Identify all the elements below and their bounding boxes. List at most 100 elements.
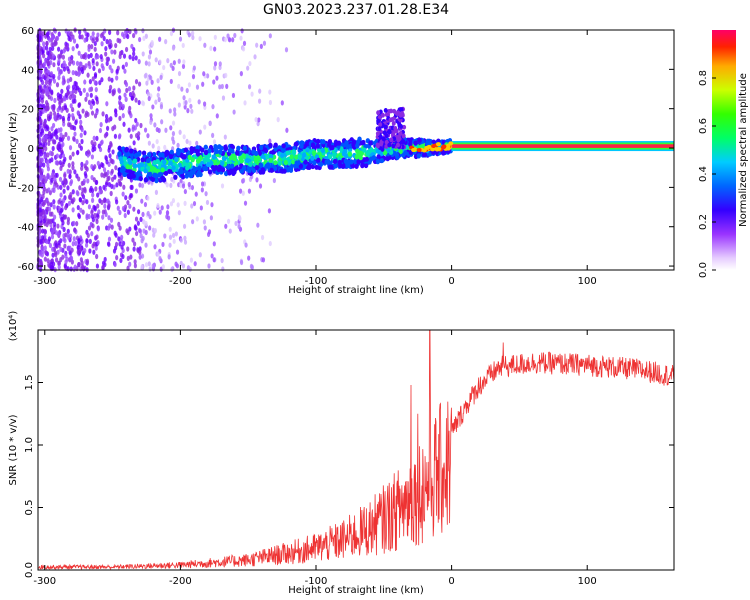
- spectrogram-cell: [144, 33, 148, 39]
- spectrogram-cell: [246, 65, 250, 71]
- spectrogram-cell: [38, 167, 42, 174]
- spectrogram-ridge-cell: [416, 147, 422, 152]
- spectrogram-ridge-cell: [281, 143, 286, 149]
- spectrogram-cell: [83, 79, 87, 85]
- spectrogram-cell: [47, 140, 51, 147]
- spectrogram-cell: [134, 216, 139, 222]
- spectrogram-cell: [56, 231, 61, 237]
- spectrogram-y-tick-label: 40: [21, 65, 34, 76]
- spectrogram-cell: [39, 76, 43, 83]
- spectrogram-cell: [47, 206, 52, 212]
- spectrogram-cell: [69, 255, 74, 261]
- spectrogram-cell: [48, 150, 53, 156]
- spectrogram-cell: [93, 164, 97, 170]
- spectrogram-ridge-cell: [196, 170, 202, 176]
- spectrogram-cell: [95, 61, 99, 67]
- spectrogram-cell: [255, 177, 259, 183]
- spectrogram-cell: [203, 101, 207, 107]
- spectrogram-cell: [150, 41, 154, 47]
- spectrogram-cell: [128, 226, 132, 232]
- spectrogram-cell: [189, 257, 194, 263]
- spectrogram-cell: [239, 35, 243, 41]
- spectrogram-cell: [46, 172, 50, 178]
- spectrogram-cell: [205, 73, 210, 79]
- spectrogram-cell: [189, 103, 193, 109]
- spectrogram-cell: [51, 252, 55, 258]
- spectrogram-cell: [164, 39, 168, 45]
- spectrogram-cell: [61, 105, 65, 111]
- spectrogram-cell: [212, 257, 216, 263]
- spectrogram-cell: [171, 232, 176, 239]
- spectrogram-cell: [104, 155, 108, 161]
- spectrogram-cell: [51, 139, 56, 145]
- spectrogram-ridge-cell: [349, 159, 354, 165]
- spectrogram-cell: [126, 246, 130, 252]
- spectrogram-cell: [110, 158, 114, 165]
- spectrogram-ridge-cell: [229, 163, 235, 169]
- spectrogram-cell: [43, 245, 47, 251]
- spectrogram-cell: [124, 195, 128, 201]
- spectrogram-ridge-cell: [375, 131, 380, 137]
- spectrogram-cell: [80, 34, 84, 40]
- spectrogram-cell: [148, 225, 152, 231]
- colorbar-tick-label: 0.2: [698, 214, 709, 230]
- spectrogram-cell: [154, 57, 158, 63]
- spectrogram-cell: [93, 212, 97, 219]
- spectrogram-ridge-cell: [358, 155, 363, 161]
- spectrogram-cell: [231, 92, 236, 99]
- spectrogram-ridge-cell: [375, 158, 381, 164]
- spectrogram-ridge-cell: [160, 152, 165, 158]
- spectrogram-cell: [258, 88, 262, 94]
- spectrogram-cell: [104, 181, 109, 187]
- spectrogram-cell: [124, 81, 129, 88]
- colorbar-tick-label: 0.0: [698, 262, 709, 278]
- spectrogram-cell: [182, 134, 186, 140]
- spectrogram-cell: [59, 246, 63, 253]
- spectrogram-cell: [110, 224, 114, 230]
- spectrogram-cell: [43, 154, 47, 160]
- spectrogram-cell: [93, 113, 98, 119]
- spectrogram-cell: [91, 243, 95, 249]
- spectrogram-cell: [171, 136, 175, 142]
- spectrogram-ridge-cell: [316, 157, 321, 163]
- spectrogram-cell: [158, 255, 162, 262]
- spectrogram-ridge-cell: [356, 159, 361, 165]
- snr-series-line: [37, 329, 675, 571]
- spectrogram-ridge-cell: [143, 177, 149, 183]
- spectrogram-cell: [64, 44, 68, 50]
- spectrogram-cell: [224, 223, 228, 229]
- spectrogram-cell: [267, 208, 272, 214]
- spectrogram-cell: [66, 135, 71, 141]
- spectrogram-cell: [91, 58, 95, 64]
- spectrogram-cell: [161, 241, 165, 248]
- spectrogram-cell: [58, 136, 62, 142]
- spectrogram-cell: [114, 165, 118, 171]
- spectrogram-cell: [113, 230, 117, 236]
- spectrogram-cell: [45, 40, 49, 47]
- spectrogram-cell: [60, 201, 64, 207]
- spectrogram-cell: [98, 80, 102, 86]
- spectrogram-cell: [101, 209, 105, 215]
- spectrogram-cell: [135, 121, 139, 127]
- spectrogram-cell: [202, 219, 207, 225]
- spectrogram-cell: [77, 176, 81, 182]
- spectrogram-cell: [52, 73, 56, 80]
- spectrogram-cell: [74, 85, 78, 91]
- spectrogram-cell: [44, 250, 48, 256]
- spectrogram-ridge-cell: [129, 148, 134, 154]
- spectrogram-ridge-cell: [315, 143, 320, 149]
- spectrogram-cell: [41, 228, 45, 234]
- spectrogram-ridge-cell: [384, 133, 389, 139]
- spectrogram-cell: [162, 64, 166, 71]
- spectrogram-cell: [80, 161, 84, 167]
- spectrogram-cell: [105, 101, 109, 107]
- spectrogram-cell: [42, 53, 46, 59]
- spectrogram-cell: [93, 72, 98, 78]
- spectrogram-y-tick-label: -20: [18, 183, 34, 194]
- spectrogram-cell: [85, 199, 89, 205]
- spectrogram-cell: [57, 46, 61, 52]
- spectrogram-cell: [268, 33, 272, 39]
- spectrogram-cell: [69, 266, 73, 272]
- spectrogram-ridge-cell: [375, 143, 380, 149]
- spectrogram-cell: [167, 254, 171, 260]
